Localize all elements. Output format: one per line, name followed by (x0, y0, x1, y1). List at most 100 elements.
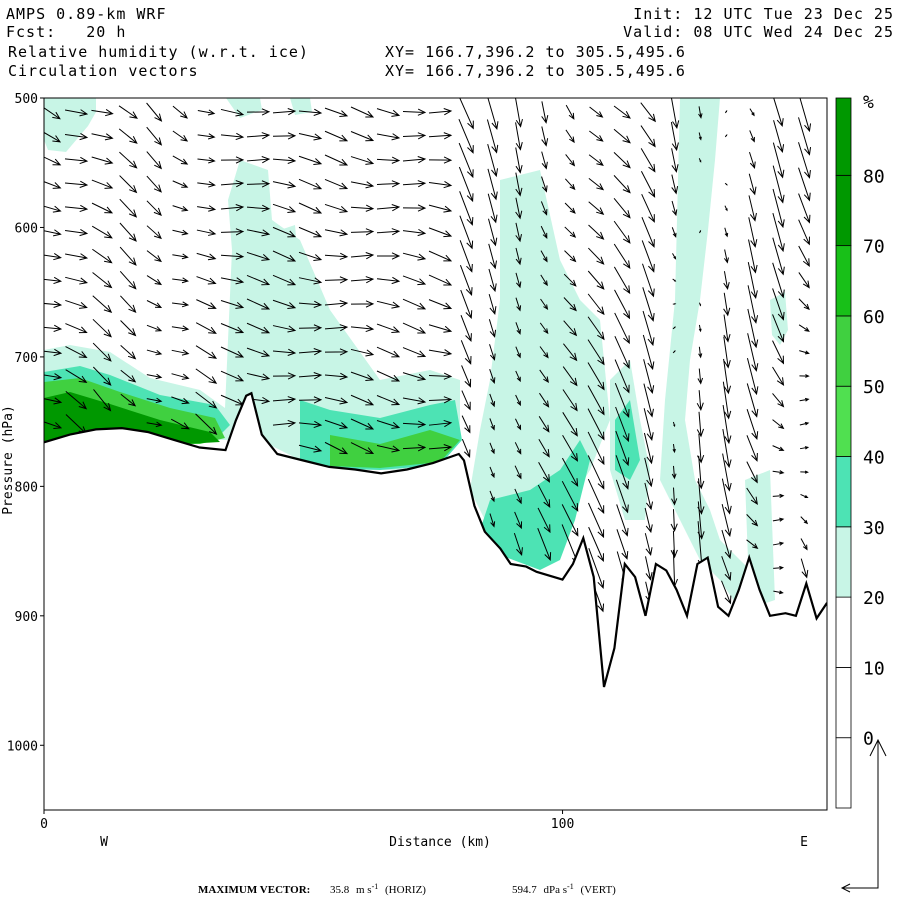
wind-vector (65, 346, 88, 358)
wind-vector (773, 98, 784, 127)
wind-vector (488, 218, 498, 247)
wind-vector (172, 229, 189, 236)
wind-vector (272, 372, 297, 380)
wind-vector (461, 415, 471, 434)
wind-vector (798, 142, 811, 179)
wind-vector (172, 180, 189, 188)
wind-vector (672, 350, 676, 354)
wind-vector (172, 301, 190, 308)
wind-vector (696, 411, 705, 438)
wind-vector (588, 502, 605, 539)
wind-vector (459, 264, 473, 296)
wind-vector (800, 558, 809, 579)
wind-vector (402, 347, 427, 358)
wind-vector (724, 227, 729, 238)
wind-vector (172, 205, 189, 212)
wind-vector (799, 397, 810, 402)
wind-vector (458, 166, 474, 203)
wind-vector (515, 272, 522, 289)
wind-vector (641, 217, 655, 248)
wind-vector (800, 516, 809, 525)
wind-vector (93, 389, 112, 412)
wind-vector (324, 178, 349, 190)
terrain-line (44, 391, 827, 688)
wind-vector (721, 556, 732, 581)
wind-vector (92, 342, 112, 362)
wind-vector (723, 292, 731, 317)
wind-vector (588, 247, 605, 265)
wind-vector (746, 357, 759, 396)
wind-vector (799, 98, 812, 133)
wind-vector (587, 270, 605, 290)
wind-vector (613, 105, 631, 119)
wind-vector (146, 126, 163, 146)
rh-region (330, 430, 460, 468)
wind-vector (376, 420, 401, 429)
rh-region (280, 225, 298, 275)
wind-vector (723, 249, 729, 264)
wind-vector (670, 98, 680, 130)
wind-vector (272, 226, 297, 238)
wind-vector (91, 202, 114, 214)
wind-vector (246, 108, 271, 116)
wind-vector (698, 106, 703, 119)
wind-vector (172, 130, 189, 142)
wind-vector (514, 442, 522, 455)
wind-vector (746, 514, 759, 527)
wind-vector (721, 580, 732, 605)
wind-vector (563, 320, 578, 337)
circulation-vectors (44, 98, 812, 613)
wind-vector (641, 240, 655, 273)
wind-vector (615, 430, 630, 467)
wind-vector (64, 132, 89, 141)
wind-vector (44, 181, 62, 189)
wind-vector (65, 323, 88, 334)
wind-vector (615, 406, 630, 443)
wind-vector (515, 197, 523, 220)
wind-vector (376, 108, 401, 117)
wind-vector (772, 517, 785, 522)
wind-vector (170, 418, 190, 430)
wind-vector (644, 482, 654, 511)
wind-vector (197, 157, 216, 164)
colorbar-box (835, 174, 852, 247)
wind-vector (272, 203, 297, 213)
wind-vector (402, 228, 427, 237)
wind-vector (696, 390, 704, 412)
wind-vector (562, 434, 579, 462)
wind-vector (146, 225, 162, 240)
wind-vector (146, 373, 163, 380)
wind-vector (376, 370, 401, 382)
wind-vector (671, 148, 679, 173)
wind-vector (172, 105, 188, 119)
wind-vector (672, 303, 677, 305)
wind-vector (589, 130, 604, 142)
colorbar-label: 50 (863, 377, 885, 398)
wind-vector (489, 490, 495, 503)
wind-vector (746, 461, 758, 484)
wind-vector (460, 314, 472, 342)
wind-vector (458, 142, 474, 179)
wind-vector (196, 229, 217, 236)
wind-vector (489, 418, 495, 431)
wind-vector (172, 277, 189, 284)
wind-vector (146, 200, 162, 217)
wind-vector (146, 349, 163, 356)
wind-vector (562, 412, 578, 437)
wind-vector (428, 324, 453, 333)
wind-vector (246, 132, 271, 140)
wind-vector (246, 372, 271, 381)
wind-vector (772, 493, 785, 498)
terrain-mask (44, 393, 827, 810)
wind-vector (120, 295, 137, 314)
wind-vector (587, 431, 605, 466)
rh-region (770, 292, 788, 345)
wind-vector (64, 156, 89, 165)
wind-vector (119, 246, 137, 266)
wind-vector (798, 298, 810, 311)
colorbar-label: 0 (863, 729, 874, 750)
wind-vector (537, 507, 551, 534)
wind-vector (588, 526, 604, 562)
wind-vector (515, 370, 521, 383)
wind-vector (614, 335, 630, 369)
